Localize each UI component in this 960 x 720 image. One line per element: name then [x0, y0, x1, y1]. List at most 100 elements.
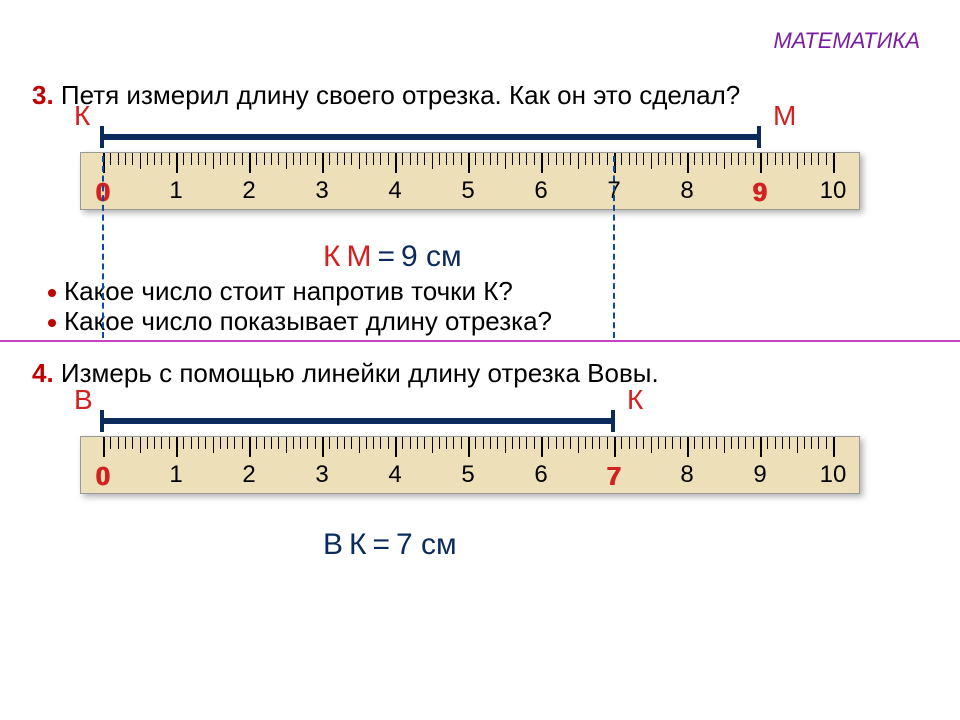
answer-part: М [346, 240, 371, 273]
ruler-tick-minor [191, 153, 192, 165]
ruler-tick-minor [118, 153, 119, 165]
ruler-tick-minor [161, 153, 162, 165]
ruler-tick-minor [599, 437, 600, 449]
ruler-tick-minor [286, 153, 287, 169]
ruler-tick-minor [658, 437, 659, 449]
ruler-tick-minor [169, 153, 170, 165]
answer-part: К [323, 240, 340, 273]
ruler-tick-label: 2 [242, 177, 255, 205]
ruler-tick-minor [417, 153, 418, 165]
ruler-tick-minor [337, 153, 338, 165]
ruler-tick-minor [804, 153, 805, 165]
ruler-tick-minor [337, 437, 338, 449]
ruler-tick-minor [599, 153, 600, 165]
ruler-tick-label: 0 [96, 461, 110, 492]
ruler: 012345678910 [80, 436, 860, 494]
ruler-tick-minor [556, 153, 557, 165]
ruler-tick-major [395, 153, 397, 173]
ruler-tick-minor [738, 153, 739, 165]
ruler-tick-minor [563, 437, 564, 449]
ruler-tick-minor [453, 153, 454, 165]
ruler-tick-minor [344, 437, 345, 449]
ruler-tick-major [176, 153, 178, 173]
ruler-tick-minor [351, 153, 352, 165]
point-label: К [627, 384, 643, 416]
ruler-tick-minor [709, 437, 710, 449]
ruler-tick-minor [432, 437, 433, 453]
ruler-tick-minor [140, 153, 141, 169]
ruler-tick-major [833, 437, 835, 457]
ruler-tick-label: 4 [388, 177, 401, 205]
ruler-tick-minor [585, 153, 586, 165]
ruler-tick-minor [373, 437, 374, 449]
section-divider [0, 340, 960, 342]
ruler-tick-minor [738, 437, 739, 449]
ruler-tick-minor [198, 437, 199, 449]
ruler-tick-minor [636, 437, 637, 449]
ruler-tick-minor [402, 153, 403, 165]
ruler-tick-minor [234, 153, 235, 165]
ruler-tick-minor [147, 153, 148, 165]
ruler-tick-minor [643, 437, 644, 449]
ruler-tick-major [760, 437, 762, 457]
ruler-tick-minor [183, 437, 184, 449]
ruler-tick-minor [694, 437, 695, 449]
ruler-tick-minor [658, 153, 659, 165]
ruler-tick-minor [592, 437, 593, 449]
ruler-tick-minor [278, 153, 279, 165]
ruler-tick-minor [680, 153, 681, 165]
ruler-tick-minor [665, 437, 666, 449]
ruler-tick-major [103, 437, 105, 457]
ruler-tick-minor [300, 153, 301, 165]
ruler-tick-minor [651, 153, 652, 169]
ruler-tick-minor [410, 153, 411, 165]
answer-part: 7 см [396, 528, 457, 561]
ruler-tick-label: 3 [315, 461, 328, 489]
ruler-tick-minor [154, 437, 155, 449]
ruler-tick-minor [709, 153, 710, 165]
ruler-tick-minor [497, 153, 498, 165]
ruler-tick-minor [534, 153, 535, 165]
ruler-tick-major [322, 437, 324, 457]
ruler-tick-minor [826, 437, 827, 449]
ruler-tick-label: 1 [169, 177, 182, 205]
ruler-tick-minor [432, 153, 433, 169]
point-label: К [74, 100, 90, 132]
ruler-tick-minor [132, 153, 133, 165]
ruler-tick-major [833, 153, 835, 173]
task4-text: 4. Измерь с помощью линейки длину отрезк… [32, 358, 659, 389]
ruler-tick-major [249, 153, 251, 173]
ruler-tick-minor [293, 437, 294, 449]
question-bullet: Какое число стоит напротив точки К? [48, 276, 513, 307]
ruler-tick-minor [118, 437, 119, 449]
ruler-tick-label: 10 [820, 177, 847, 205]
ruler-tick-major [614, 437, 616, 457]
ruler-tick-minor [315, 153, 316, 165]
ruler-tick-minor [329, 153, 330, 165]
ruler-tick-minor [607, 437, 608, 449]
ruler-tick-minor [366, 437, 367, 449]
ruler-tick-minor [578, 437, 579, 453]
ruler-tick-label: 8 [680, 177, 693, 205]
ruler-tick-major [760, 153, 762, 173]
answer-part: 9 см [401, 240, 462, 273]
ruler-tick-minor [811, 437, 812, 449]
ruler-tick-minor [213, 437, 214, 453]
segment-endpoint [100, 410, 104, 432]
ruler-tick-label: 2 [242, 461, 255, 489]
ruler-tick-minor [183, 153, 184, 165]
ruler-tick-minor [497, 437, 498, 449]
ruler-tick-minor [483, 153, 484, 165]
guide-dashed-line [102, 156, 104, 338]
ruler-tick-minor [242, 437, 243, 449]
ruler-tick-minor [154, 153, 155, 165]
ruler-tick-minor [767, 437, 768, 449]
ruler-tick-minor [380, 437, 381, 449]
ruler-tick-minor [140, 437, 141, 453]
ruler-tick-minor [366, 153, 367, 165]
ruler-tick-minor [548, 437, 549, 449]
ruler-tick-minor [789, 153, 790, 165]
ruler-tick-major [541, 153, 543, 173]
ruler-tick-minor [505, 153, 506, 169]
ruler-tick-minor [373, 153, 374, 165]
